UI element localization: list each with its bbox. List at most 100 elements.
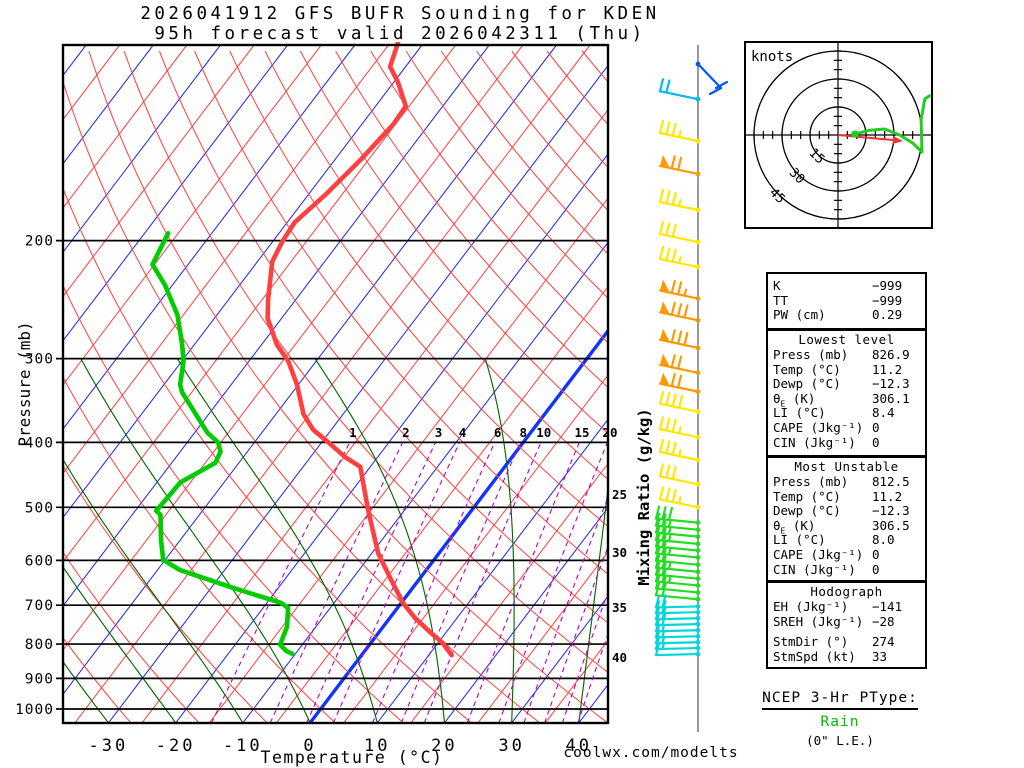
isotherm-line <box>209 198 608 723</box>
chart-title-line1: 2026041912 GFS BUFR Sounding for KDEN <box>140 4 659 24</box>
mixing-ratio-line <box>372 442 495 723</box>
wind-barb-feather <box>658 438 665 454</box>
pressure-tick-label: 500 <box>25 500 54 516</box>
pressure-tick-label: 400 <box>25 435 54 451</box>
wind-barb-feather <box>671 393 677 408</box>
dry-adiabat-line <box>335 50 608 388</box>
wind-barb-feather <box>661 582 667 598</box>
wind-barb-feather <box>658 119 665 135</box>
mixing-ratio-axis-label: Mixing Ratio (g/kg) <box>635 408 653 585</box>
stats-row-value: 0 <box>872 561 880 577</box>
stats-row: K −999 <box>768 278 925 294</box>
wind-barb-feather <box>654 547 661 562</box>
wind-barb-half-feather <box>677 426 682 435</box>
wind-barb-feather <box>661 575 667 591</box>
stats-row-label: Press (mb) <box>773 474 849 489</box>
isotherm-line <box>63 44 188 208</box>
moist-adiabat-line <box>63 459 244 723</box>
wind-barb <box>658 463 701 487</box>
temperature-tick-label: -30 <box>89 736 129 756</box>
wind-barb <box>654 512 701 533</box>
wind-barb <box>658 245 701 270</box>
wind-barb-feather <box>670 279 676 295</box>
watermark-link[interactable]: coolwx.com/modelts <box>563 745 738 761</box>
wind-barb-feather <box>658 390 665 405</box>
dry-adiabat-line <box>194 50 608 575</box>
mixing-ratio-line <box>269 442 403 723</box>
stats-row: Temp (°C) 11.2 <box>768 362 925 378</box>
stats-row-label: CIN (Jkg⁻¹) <box>773 561 856 577</box>
mixing-ratio-line <box>562 592 608 723</box>
temperature-trace <box>265 42 454 658</box>
stats-panel-most-unstable: Most Unstable Press (mb) 812.5 Temp (°C) 11.… <box>766 456 927 582</box>
wind-barb-feather <box>665 487 671 502</box>
stats-row: StmDir (°) 274 <box>768 634 925 650</box>
wind-barb-half-feather <box>667 534 672 543</box>
stats-row-value: 826.9 <box>872 347 910 362</box>
wind-barb <box>658 353 701 376</box>
stats-row: Temp (°C) 11.2 <box>768 489 925 505</box>
wind-barb-feather <box>661 562 667 577</box>
temperature-tick-label: 0 <box>303 736 316 756</box>
stats-panel-hodograph: Hodograph EH (Jkg⁻¹) −141 SREH (Jkg⁻¹) −28 St… <box>766 581 927 669</box>
stats-row-value: 0 <box>872 546 880 562</box>
stats-row: TT −999 <box>768 292 925 309</box>
isotherm-line <box>63 44 154 164</box>
wind-barb-feather <box>677 394 684 409</box>
wind-barb <box>654 519 701 540</box>
wind-barb <box>658 372 701 395</box>
wind-barb <box>654 561 701 582</box>
isotherm-line <box>63 44 389 474</box>
dry-adiabat-line <box>511 50 608 168</box>
wind-barb-feather <box>654 533 661 548</box>
wind-barb-feather <box>661 540 667 556</box>
wind-barb-feather <box>661 568 667 584</box>
stats-row-value: −141 <box>872 599 903 614</box>
stats-row-label: TT <box>773 292 789 308</box>
wind-barb-feather <box>654 554 661 569</box>
stats-row: LI (°C) 8.4 <box>768 406 925 421</box>
dry-adiabat-line <box>264 50 608 480</box>
hodograph-speed-ring <box>781 78 895 192</box>
stats-row-label: LI (°C) <box>773 405 826 421</box>
sounding-traces <box>150 42 454 658</box>
isotherm-line <box>175 154 608 723</box>
isotherm-line <box>63 44 87 76</box>
stats-row-label: LI (°C) <box>773 532 826 548</box>
wind-barb <box>658 416 701 440</box>
wind-barb-feather <box>654 561 661 576</box>
stats-row: Press (mb) 812.5 <box>768 474 925 490</box>
temperature-tick-label: 20 <box>431 736 457 756</box>
wind-barb-feather <box>677 355 683 370</box>
stats-row: CAPE (Jkg⁻¹) 0 <box>768 546 925 563</box>
wind-barb-half-feather <box>677 255 682 265</box>
mixing-ratio-line <box>467 442 580 723</box>
wind-barb <box>658 301 701 323</box>
wind-barb-feather <box>714 80 729 90</box>
wind-barb-feather <box>661 599 667 615</box>
stats-row-value: −12.3 <box>872 503 910 519</box>
wind-barb-feather <box>661 506 667 521</box>
stats-row-label: CAPE (Jkg⁻¹) <box>773 419 864 435</box>
mixing-ratio-value-label: 15 <box>575 425 590 440</box>
mixing-ratio-value-label: 40 <box>612 650 627 665</box>
wind-barb-feather <box>665 222 671 237</box>
wind-barb-feather <box>671 418 677 433</box>
wind-barb-half-feather <box>667 547 672 556</box>
temperature-tick-label: -20 <box>156 736 196 756</box>
wind-barb-feather <box>670 354 676 369</box>
stats-panel-indices: K −999 TT −999 PW (cm) 0.29 <box>766 272 927 330</box>
mixing-ratio-value-label: 30 <box>612 545 627 560</box>
moist-adiabat-line <box>80 358 311 723</box>
stats-row-label: SREH (Jkg⁻¹) <box>773 613 864 629</box>
wind-barb-half-feather <box>677 448 682 458</box>
wind-barb-half-feather <box>661 630 666 639</box>
temperature-tick-label: 40 <box>566 736 592 756</box>
stats-row-value: −999 <box>872 278 903 293</box>
wind-barb <box>654 568 701 588</box>
pressure-tick-label: 200 <box>25 234 54 250</box>
wind-barb <box>658 486 701 510</box>
wind-barb-feather <box>665 391 671 407</box>
mixing-ratio-value-label: 8 <box>520 425 528 440</box>
